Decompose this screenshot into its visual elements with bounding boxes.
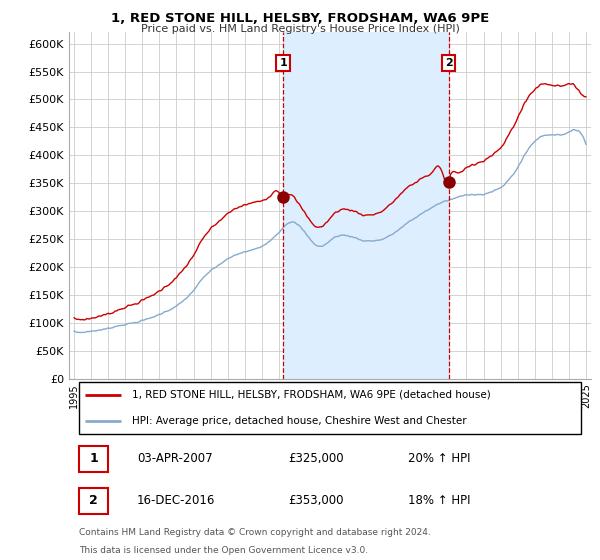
Text: 1, RED STONE HILL, HELSBY, FRODSHAM, WA6 9PE: 1, RED STONE HILL, HELSBY, FRODSHAM, WA6… (111, 12, 489, 25)
Text: 03-APR-2007: 03-APR-2007 (137, 452, 212, 465)
FancyBboxPatch shape (79, 381, 581, 434)
Text: 18% ↑ HPI: 18% ↑ HPI (409, 494, 471, 507)
Text: 2: 2 (89, 494, 98, 507)
Text: 1, RED STONE HILL, HELSBY, FRODSHAM, WA6 9PE (detached house): 1, RED STONE HILL, HELSBY, FRODSHAM, WA6… (131, 390, 490, 400)
Text: This data is licensed under the Open Government Licence v3.0.: This data is licensed under the Open Gov… (79, 546, 368, 555)
Text: £353,000: £353,000 (288, 494, 344, 507)
Text: £325,000: £325,000 (288, 452, 344, 465)
Text: Contains HM Land Registry data © Crown copyright and database right 2024.: Contains HM Land Registry data © Crown c… (79, 528, 431, 537)
Text: HPI: Average price, detached house, Cheshire West and Chester: HPI: Average price, detached house, Ches… (131, 416, 466, 426)
Text: 1: 1 (89, 452, 98, 465)
Text: 20% ↑ HPI: 20% ↑ HPI (409, 452, 471, 465)
Text: 1: 1 (279, 58, 287, 68)
Bar (283, 32, 449, 379)
FancyBboxPatch shape (79, 446, 108, 472)
FancyBboxPatch shape (79, 488, 108, 514)
Text: Price paid vs. HM Land Registry's House Price Index (HPI): Price paid vs. HM Land Registry's House … (140, 24, 460, 34)
Text: 16-DEC-2016: 16-DEC-2016 (137, 494, 215, 507)
Text: 2: 2 (445, 58, 452, 68)
